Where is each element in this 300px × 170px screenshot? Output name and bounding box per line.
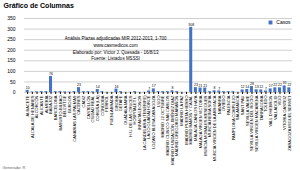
svg-text:MÁLAGA CARLOS HAYA: MÁLAGA CARLOS HAYA [193, 95, 199, 141]
svg-text:Casos: Casos [276, 19, 291, 25]
svg-text:Generado: R: Generado: R [3, 165, 26, 170]
svg-text:MURCIA VIRGEN DE LA ARRIXACA: MURCIA VIRGEN DE LA ARRIXACA [211, 95, 217, 162]
svg-text:MADRID 12 OCTUBRE: MADRID 12 OCTUBRE [160, 95, 166, 138]
svg-text:7: 7 [218, 87, 220, 91]
svg-text:100: 100 [7, 68, 16, 74]
svg-text:LOZANO BLESA ZARAGOZA: LOZANO BLESA ZARAGOZA [151, 95, 157, 149]
svg-text:NAVARRA: NAVARRA [216, 95, 222, 115]
svg-text:MADRID CLÍNICO SAN CARLOS: MADRID CLÍNICO SAN CARLOS [165, 95, 171, 156]
svg-text:VITORIA-GASTEIZ: VITORIA-GASTEIZ [282, 95, 287, 130]
svg-text:VIGO: VIGO [277, 95, 283, 106]
svg-text:23: 23 [77, 83, 81, 87]
svg-text:CÁCERES: CÁCERES [76, 95, 82, 115]
svg-text:0: 0 [13, 89, 16, 95]
svg-text:LUGO: LUGO [155, 95, 161, 107]
svg-text:ALICANTE: ALICANTE [39, 95, 44, 116]
svg-text:PALENCIA: PALENCIA [225, 95, 231, 115]
svg-text:CÁDIZ: CÁDIZ [81, 95, 86, 108]
svg-text:8: 8 [172, 86, 174, 90]
svg-text:350: 350 [7, 15, 16, 21]
svg-text:10: 10 [26, 86, 30, 90]
svg-text:CANARIAS LAS PALMAS: CANARIAS LAS PALMAS [71, 95, 77, 142]
svg-text:12: 12 [259, 85, 263, 89]
svg-text:Análisis Plazas adjudicadas MI: Análisis Plazas adjudicadas MIR 2012-201… [65, 36, 167, 61]
svg-text:CASTELLÓN: CASTELLÓN [85, 95, 91, 120]
svg-text:BADAJOZ: BADAJOZ [48, 95, 54, 114]
svg-text:BURGOS: BURGOS [67, 95, 72, 113]
svg-text:16: 16 [114, 85, 118, 89]
svg-text:CIUDAD REAL: CIUDAD REAL [90, 95, 96, 123]
svg-text:OVIEDO: OVIEDO [221, 95, 227, 112]
svg-text:VALLADOLID: VALLADOLID [272, 95, 278, 120]
svg-text:BELLVITGE: BELLVITGE [62, 95, 68, 117]
svg-text:FUENLABRADA: FUENLABRADA [109, 95, 114, 126]
svg-text:PAMPLONA COMPLEJO: PAMPLONA COMPLEJO [230, 95, 236, 141]
svg-text:28: 28 [250, 82, 254, 86]
svg-text:MURCIA REINA SOFÍA: MURCIA REINA SOFÍA [207, 95, 213, 138]
svg-text:SEVILLA VALME: SEVILLA VALME [244, 95, 250, 126]
svg-text:31: 31 [283, 81, 287, 85]
svg-text:SALAMANCA: SALAMANCA [235, 95, 241, 121]
svg-text:MADRID FUNDACIÓN JIMÉNEZ DÍAZ: MADRID FUNDACIÓN JIMÉNEZ DÍAZ [169, 95, 175, 165]
svg-text:BASURTO-BILBAO: BASURTO-BILBAO [57, 95, 63, 131]
svg-text:MADRID LA PAZ: MADRID LA PAZ [179, 95, 185, 126]
svg-text:CORUÑA (LA): CORUÑA (LA) [95, 95, 100, 122]
svg-text:150: 150 [7, 57, 16, 63]
svg-text:8: 8 [214, 86, 216, 90]
svg-text:MADRID GREGORIO MARAÑÓN: MADRID GREGORIO MARAÑÓN [174, 95, 180, 156]
svg-text:VALL D'HEBRON: VALL D'HEBRON [267, 95, 273, 127]
svg-text:22: 22 [287, 83, 291, 87]
svg-text:CÓRDOBA: CÓRDOBA [99, 95, 105, 116]
svg-text:SEVILLA VIRGEN MACARENA: SEVILLA VIRGEN MACARENA [253, 95, 259, 152]
svg-text:22: 22 [273, 83, 277, 87]
svg-text:7: 7 [148, 87, 150, 91]
svg-text:SANT PAU: SANT PAU [239, 95, 245, 116]
svg-text:MÁLAGA VIRGEN VICTORIA: MÁLAGA VIRGEN VICTORIA [197, 95, 203, 149]
svg-text:17: 17 [152, 84, 156, 88]
svg-text:ALCALÁ DE HENARES: ALCALÁ DE HENARES [29, 95, 35, 138]
svg-text:ZARAGOZA MIGUEL SERVET: ZARAGOZA MIGUEL SERVET [287, 95, 292, 151]
svg-text:TARRAGONA: TARRAGONA [258, 95, 264, 121]
svg-text:LAGO GUADALHORCE: LAGO GUADALHORCE [146, 95, 152, 139]
svg-text:21: 21 [199, 84, 203, 88]
svg-text:ALCORCÓN: ALCORCÓN [34, 95, 40, 119]
svg-text:GUADALAJARA: GUADALAJARA [123, 95, 129, 125]
svg-text:Gráfico de Columnas: Gráfico de Columnas [4, 2, 75, 9]
svg-text:23: 23 [194, 83, 198, 87]
svg-text:H.U. DE LAS CRUCES: H.U. DE LAS CRUCES [127, 95, 133, 137]
svg-text:MURCIA MORALES MESEGUER: MURCIA MORALES MESEGUER [202, 95, 208, 156]
svg-text:SEVILLA VIRGEN DEL ROCÍO: SEVILLA VIRGEN DEL ROCÍO [249, 95, 255, 151]
svg-text:HOSPITALET L.: HOSPITALET L. [132, 95, 138, 125]
svg-text:MADRID PUERTA HIERRO: MADRID PUERTA HIERRO [183, 95, 189, 145]
svg-text:7: 7 [265, 87, 267, 91]
svg-text:308: 308 [188, 23, 194, 27]
svg-text:GETAFE: GETAFE [118, 95, 124, 112]
svg-text:BARCELONA: BARCELONA [53, 95, 58, 121]
svg-text:50: 50 [10, 79, 16, 85]
svg-text:21: 21 [203, 84, 207, 88]
svg-text:TOLEDO: TOLEDO [263, 95, 269, 112]
svg-text:14: 14 [245, 85, 249, 89]
svg-text:GIRONA: GIRONA [113, 95, 119, 112]
svg-text:250: 250 [7, 36, 16, 42]
svg-text:MADRID RAMÓN Y CAJAL: MADRID RAMÓN Y CAJAL [188, 95, 194, 145]
svg-text:ALBACETE: ALBACETE [24, 95, 30, 117]
svg-text:17: 17 [269, 84, 273, 88]
svg-text:13: 13 [255, 85, 259, 89]
svg-text:22: 22 [278, 83, 282, 87]
svg-text:INFANTA LEONOR: INFANTA LEONOR [137, 95, 143, 130]
svg-text:76: 76 [49, 72, 53, 76]
svg-text:14: 14 [96, 85, 100, 89]
svg-text:200: 200 [7, 47, 16, 53]
svg-text:FERROL: FERROL [104, 95, 110, 112]
svg-text:LA CANDELARIA (TENERIFE): LA CANDELARIA (TENERIFE) [141, 95, 147, 151]
svg-text:ALMERÍA: ALMERÍA [43, 95, 49, 114]
svg-text:12: 12 [241, 85, 245, 89]
svg-text:300: 300 [7, 26, 16, 32]
